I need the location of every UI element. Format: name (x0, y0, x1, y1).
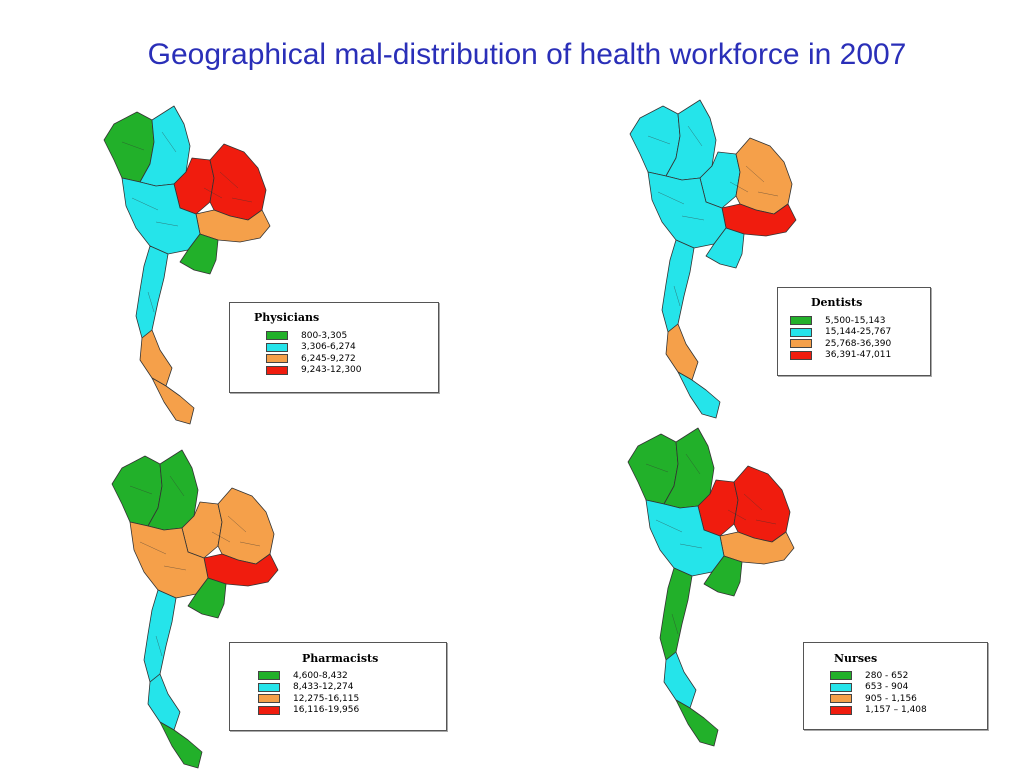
region-south-mid (139, 329, 173, 387)
legend-label: 800-3,305 (301, 330, 348, 341)
legend-label: 3,306-6,274 (301, 342, 356, 353)
physicians-map (92, 102, 292, 432)
region-south-upper (659, 567, 693, 661)
legend-swatch (258, 671, 280, 681)
slide-title: Geographical mal-distribution of health … (147, 38, 907, 71)
legend-swatch (790, 339, 812, 349)
legend-label: 1,157 – 1,408 (865, 705, 927, 716)
legend-swatch (830, 682, 852, 692)
legend-label: 280 - 652 (865, 670, 909, 681)
legend-row: 12,275-16,115 (258, 693, 359, 705)
region-south-tip (677, 371, 721, 419)
legend-swatch (830, 671, 852, 681)
legend-row: 25,768-36,390 (790, 338, 891, 350)
legend-items: 5,500-15,143 15,144-25,767 25,768-36,390 36… (790, 315, 891, 361)
legend-swatch (258, 694, 280, 704)
legend-row: 5,500-15,143 (790, 315, 891, 327)
legend-label: 653 - 904 (865, 682, 909, 693)
legend-row: 800-3,305 (266, 330, 362, 342)
legend-swatch (790, 327, 812, 337)
thailand-map-dentists (629, 99, 797, 419)
legend-label: 8,433-12,274 (293, 682, 354, 693)
region-south-mid (663, 651, 697, 709)
legend-label: 4,600-8,432 (293, 670, 348, 681)
legend-row: 8,433-12,274 (258, 682, 359, 694)
region-south-upper (135, 245, 169, 339)
legend-items: 800-3,305 3,306-6,274 6,245-9,272 9,243-12,… (266, 330, 362, 376)
legend-row: 1,157 – 1,408 (830, 705, 927, 717)
legend-swatch (258, 705, 280, 715)
legend-swatch (266, 331, 288, 341)
province-boundaries (647, 125, 779, 307)
region-south-upper (661, 239, 695, 333)
region-northeast (735, 137, 793, 215)
pharmacists-map (100, 446, 300, 776)
legend-label: 905 - 1,156 (865, 693, 917, 704)
physicians-legend: Physicians 800-3,305 3,306-6,274 6,245-9,2… (229, 302, 439, 393)
legend-label: 15,144-25,767 (825, 327, 892, 338)
legend-swatch (266, 354, 288, 364)
legend-row: 3,306-6,274 (266, 342, 362, 354)
dentists-map (618, 96, 818, 426)
province-boundaries (129, 475, 261, 657)
region-northeast (217, 487, 275, 565)
legend-label: 12,275-16,115 (293, 693, 360, 704)
legend-label: 36,391-47,011 (825, 350, 892, 361)
legend-swatch (266, 365, 288, 375)
legend-title: Dentists (811, 296, 863, 309)
legend-swatch (266, 342, 288, 352)
legend-row: 280 - 652 (830, 670, 927, 682)
region-south-tip (159, 721, 203, 769)
region-south-mid (147, 673, 181, 731)
legend-row: 36,391-47,011 (790, 350, 891, 362)
legend-items: 280 - 652 653 - 904 905 - 1,156 1,157 – 1,4… (830, 670, 927, 716)
legend-title: Pharmacists (302, 652, 379, 665)
nurses-legend: Nurses 280 - 652 653 - 904 905 - 1,156 1,15… (803, 642, 988, 730)
legend-row: 4,600-8,432 (258, 670, 359, 682)
legend-swatch (790, 350, 812, 360)
legend-row: 6,245-9,272 (266, 353, 362, 365)
legend-swatch (258, 682, 280, 692)
region-east (703, 555, 743, 597)
legend-swatch (830, 705, 852, 715)
region-south-mid (665, 323, 699, 381)
legend-row: 15,144-25,767 (790, 327, 891, 339)
legend-row: 16,116-19,956 (258, 705, 359, 717)
thailand-map-physicians (103, 105, 271, 425)
province-boundaries (645, 453, 777, 635)
legend-label: 16,116-19,956 (293, 705, 360, 716)
legend-label: 6,245-9,272 (301, 353, 356, 364)
legend-row: 653 - 904 (830, 682, 927, 694)
legend-swatch (790, 316, 812, 326)
dentists-legend: Dentists 5,500-15,143 15,144-25,767 25,768… (777, 287, 931, 376)
legend-label: 5,500-15,143 (825, 315, 886, 326)
region-east (705, 227, 745, 269)
pharmacists-legend: Pharmacists 4,600-8,432 8,433-12,274 12,27… (229, 642, 447, 731)
thailand-map-pharmacists (111, 449, 279, 769)
region-south-upper (143, 589, 177, 683)
legend-label: 25,768-36,390 (825, 338, 892, 349)
thailand-map-nurses (627, 427, 795, 747)
region-northeast (733, 465, 791, 543)
nurses-map (616, 424, 816, 754)
province-boundaries (121, 131, 253, 313)
legend-items: 4,600-8,432 8,433-12,274 12,275-16,115 16,1… (258, 670, 359, 716)
legend-title: Nurses (834, 652, 878, 665)
region-east (179, 233, 219, 275)
region-south-tip (675, 699, 719, 747)
legend-row: 905 - 1,156 (830, 693, 927, 705)
region-south-tip (151, 377, 195, 425)
region-east (187, 577, 227, 619)
legend-label: 9,243-12,300 (301, 365, 362, 376)
legend-title: Physicians (254, 311, 320, 324)
legend-swatch (830, 694, 852, 704)
legend-row: 9,243-12,300 (266, 365, 362, 377)
region-northeast (209, 143, 267, 221)
